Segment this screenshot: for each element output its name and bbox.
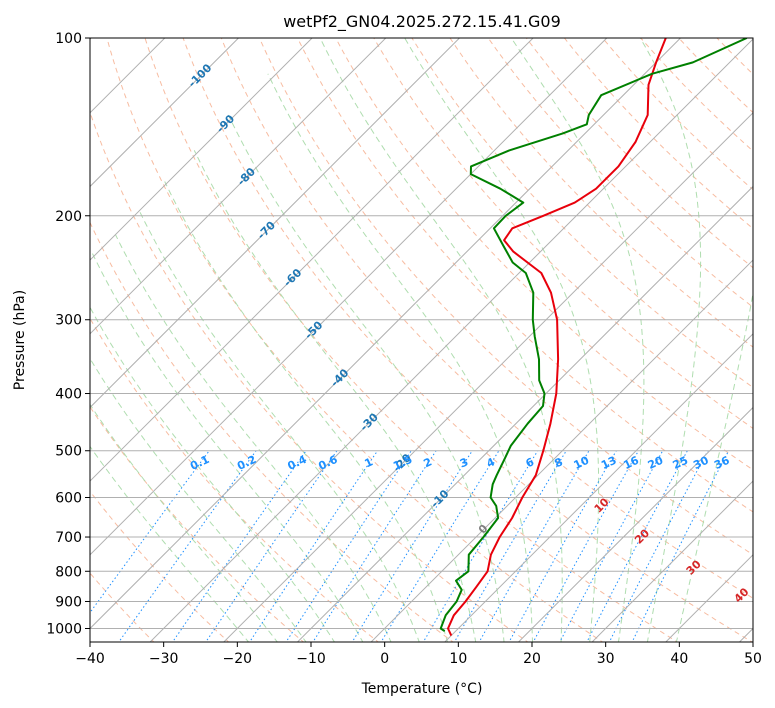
isotherm-line <box>370 259 753 642</box>
isotherm-line <box>591 480 753 642</box>
x-tick-label: 20 <box>523 651 541 667</box>
isotherm-line <box>149 38 753 642</box>
mixing-ratio-line <box>559 450 664 642</box>
moist-adiabat-line <box>90 357 307 642</box>
pressure-gridlines <box>90 38 753 629</box>
isotherm-line <box>90 38 313 261</box>
y-tick-label: 300 <box>55 313 82 329</box>
dry-adiabat-line <box>296 38 753 513</box>
mixing-ratio-line <box>249 450 379 642</box>
mixing-ratio-line <box>285 450 412 642</box>
mixing-ratio-line <box>171 450 307 642</box>
dry-adiabat-line <box>449 38 753 348</box>
x-tick-label: −40 <box>75 651 105 667</box>
mixing-ratio-line <box>205 450 338 642</box>
dry-adiabat-line <box>90 221 454 642</box>
isotherm-line <box>90 38 461 409</box>
mixing-ratio-line <box>422 450 539 642</box>
dewpoint-profile-line <box>439 38 748 632</box>
background-guide-lines <box>90 38 753 642</box>
moist-adiabat-line <box>164 181 448 642</box>
isotherm-line <box>517 406 753 642</box>
mixing-ratio-line <box>351 450 473 642</box>
isotherm-line <box>223 112 753 642</box>
isotherm-line <box>90 38 682 630</box>
moist-adiabat-line <box>138 209 420 642</box>
mixing-ratio-label: 36 <box>712 454 732 472</box>
y-tick-label: 400 <box>55 387 82 403</box>
x-axis-label: Temperature (°C) <box>361 681 483 697</box>
mixing-ratio-line <box>90 450 210 614</box>
mixing-ratio-line <box>118 450 257 642</box>
moist-adiabat-line <box>90 445 250 642</box>
mixing-ratio-line <box>312 450 437 642</box>
mixing-ratio-line <box>453 450 567 642</box>
mixing-ratio-label: 30 <box>691 454 711 472</box>
mixing-ratio-line <box>532 450 639 642</box>
x-tick-label: −10 <box>296 651 326 667</box>
y-tick-label: 900 <box>55 594 82 610</box>
x-tick-label: 0 <box>380 651 389 667</box>
y-tick-label: 100 <box>55 31 82 47</box>
moist-adiabat-line <box>91 251 364 642</box>
chart-title: wetPf2_GN04.2025.272.15.41.G09 <box>283 12 561 32</box>
mixing-ratio-line <box>586 450 688 642</box>
mixing-ratio-label: 10 <box>572 454 592 472</box>
mixing-ratio-label: 25 <box>671 454 690 472</box>
moist-adiabat-line <box>267 73 533 642</box>
isotherm-line <box>90 38 387 335</box>
isotherm-line <box>296 185 753 642</box>
mixing-ratio-label: 13 <box>599 454 618 472</box>
dry-adiabat-line <box>90 110 529 642</box>
dry-adiabat-line <box>144 38 679 642</box>
x-tick-label: 10 <box>449 651 467 667</box>
isotherm-line <box>90 38 240 188</box>
mixing-ratio-label: 20 <box>646 454 666 472</box>
moist-adiabat-line <box>193 150 477 642</box>
x-tick-label: 50 <box>744 651 762 667</box>
dry-adiabat-line <box>182 38 753 642</box>
x-tick-label: −30 <box>149 651 179 667</box>
isotherm-line <box>90 38 534 482</box>
moist-adiabat-line <box>227 114 505 642</box>
y-tick-label: 700 <box>55 530 82 546</box>
x-tick-label: 30 <box>597 651 615 667</box>
y-tick-label: 200 <box>55 209 82 225</box>
y-tick-label: 1000 <box>46 622 82 638</box>
y-tick-label: 600 <box>55 490 82 506</box>
y-axis-label: Pressure (hPa) <box>12 290 28 390</box>
y-tick-label: 500 <box>55 444 82 460</box>
dry-adiabat-line <box>335 38 753 471</box>
moist-adiabat-line <box>114 234 392 642</box>
profile-series <box>439 38 748 637</box>
temperature-profile-line <box>447 38 667 637</box>
isotherm-line <box>90 38 608 556</box>
axes: −40 −30 −20 −10 0 10 20 30 40 50 100 200 300 400 500 60… <box>46 31 762 667</box>
x-tick-label: 40 <box>670 651 688 667</box>
y-tick-label: 800 <box>55 564 82 580</box>
mixing-ratio-label: 16 <box>622 454 642 472</box>
x-tick-label: −20 <box>223 651 253 667</box>
plot-frame <box>89 37 754 643</box>
moist-adiabat-line <box>90 306 336 642</box>
